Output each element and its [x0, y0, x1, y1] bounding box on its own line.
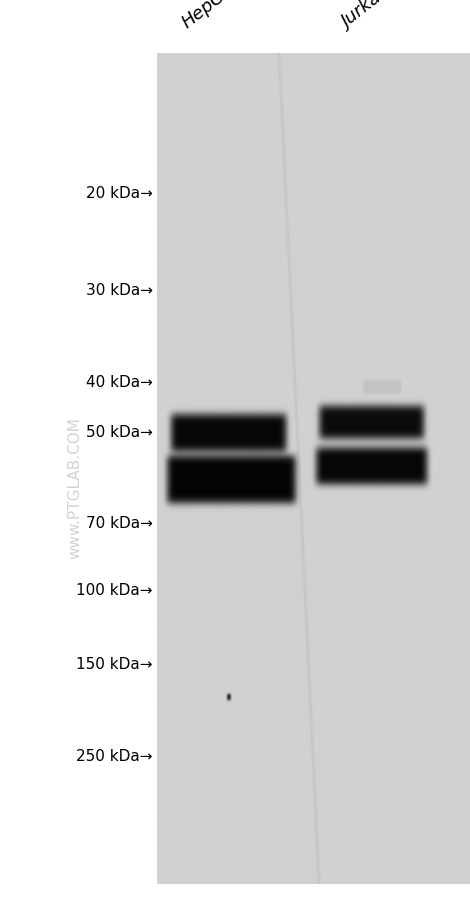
Text: 70 kDa→: 70 kDa→ — [86, 515, 153, 530]
Text: 150 kDa→: 150 kDa→ — [76, 657, 153, 672]
Text: 250 kDa→: 250 kDa→ — [76, 748, 153, 763]
Text: 20 kDa→: 20 kDa→ — [86, 186, 153, 201]
Text: 50 kDa→: 50 kDa→ — [86, 424, 153, 439]
Text: 40 kDa→: 40 kDa→ — [86, 374, 153, 390]
Text: 100 kDa→: 100 kDa→ — [76, 582, 153, 597]
Text: www.PTGLAB.COM: www.PTGLAB.COM — [68, 416, 83, 558]
Text: 30 kDa→: 30 kDa→ — [86, 283, 153, 299]
Text: Jurkat: Jurkat — [338, 0, 391, 32]
Text: HepG2: HepG2 — [179, 0, 238, 32]
